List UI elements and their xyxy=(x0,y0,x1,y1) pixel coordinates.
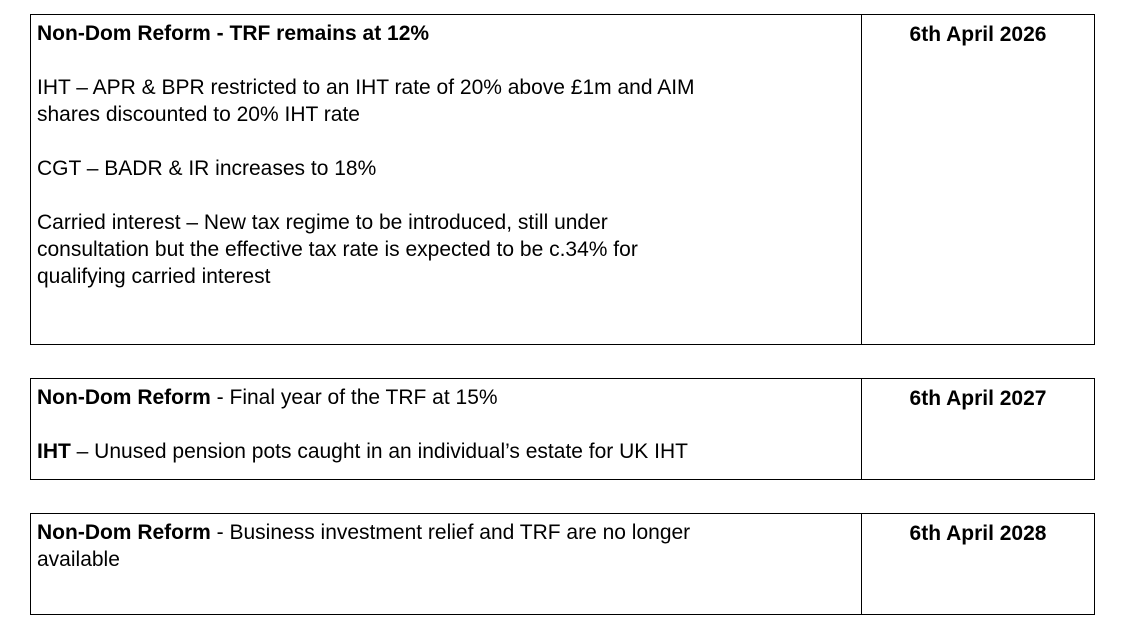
detail-cell-2028: Non-Dom Reform - Business investment rel… xyxy=(31,514,861,614)
reform-table-2028: Non-Dom Reform - Business investment rel… xyxy=(30,513,1095,615)
paragraph-regular-text: – Unused pension pots caught in an indiv… xyxy=(70,440,688,463)
effective-date: 6th April 2026 xyxy=(909,23,1047,46)
paragraph-regular-text: IHT – APR & BPR restricted to an IHT rat… xyxy=(37,76,695,126)
detail-cell-2026: Non-Dom Reform - TRF remains at 12% IHT … xyxy=(31,15,861,344)
date-cell-2027: 6th April 2027 xyxy=(861,379,1094,479)
paragraph-bold-text: Non-Dom Reform - TRF remains at 12% xyxy=(37,22,430,45)
paragraph-nondom-2027: Non-Dom Reform - Final year of the TRF a… xyxy=(37,384,722,411)
effective-date: 6th April 2027 xyxy=(909,387,1047,410)
paragraph-carried-interest-2026: Carried interest – New tax regime to be … xyxy=(37,209,722,290)
date-cell-2026: 6th April 2026 xyxy=(861,15,1094,344)
paragraph-regular-text: Carried interest – New tax regime to be … xyxy=(37,211,638,288)
paragraph-cgt-2026: CGT – BADR & IR increases to 18% xyxy=(37,155,722,182)
paragraph-iht-2027: IHT – Unused pension pots caught in an i… xyxy=(37,438,722,465)
reform-table-2027: Non-Dom Reform - Final year of the TRF a… xyxy=(30,378,1095,480)
paragraph-iht-2026: IHT – APR & BPR restricted to an IHT rat… xyxy=(37,74,722,128)
paragraph-nondom-2028: Non-Dom Reform - Business investment rel… xyxy=(37,519,722,573)
reform-table-2026: Non-Dom Reform - TRF remains at 12% IHT … xyxy=(30,14,1095,345)
paragraph-nondom-2026: Non-Dom Reform - TRF remains at 12% xyxy=(37,20,722,47)
paragraph-regular-text: - Business investment relief and TRF are… xyxy=(37,521,691,571)
paragraph-regular-text: - Final year of the TRF at 15% xyxy=(210,386,498,409)
paragraph-regular-text: CGT – BADR & IR increases to 18% xyxy=(37,157,377,180)
paragraph-bold-text: IHT xyxy=(37,440,71,463)
date-cell-2028: 6th April 2028 xyxy=(861,514,1094,614)
effective-date: 6th April 2028 xyxy=(909,522,1047,545)
detail-cell-2027: Non-Dom Reform - Final year of the TRF a… xyxy=(31,379,861,479)
paragraph-bold-text: Non-Dom Reform xyxy=(37,386,211,409)
paragraph-bold-text: Non-Dom Reform xyxy=(37,521,211,544)
